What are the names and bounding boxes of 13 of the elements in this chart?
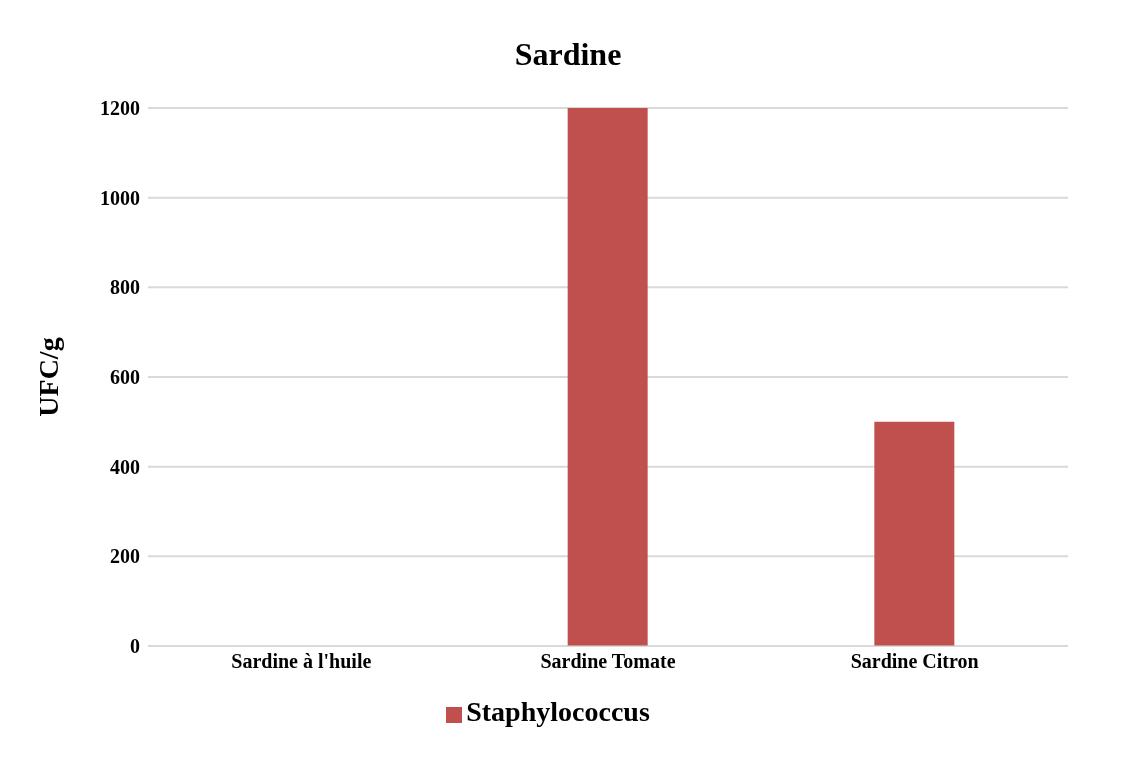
chart-title: Sardine	[513, 35, 623, 72]
y-axis-title: UFC/g	[32, 337, 64, 417]
x-tick-label: Sardine Citron	[850, 650, 979, 673]
y-tick-label: 0	[130, 635, 140, 658]
y-tick-label: 800	[110, 276, 140, 299]
y-tick-label: 400	[110, 455, 140, 478]
y-tick-label: 200	[110, 545, 140, 568]
y-tick-label: 600	[110, 366, 140, 389]
y-tick-label: 1000	[100, 186, 140, 209]
y-tick-label: 1200	[100, 97, 140, 120]
x-tick-label: Sardine Tomate	[540, 650, 676, 673]
x-tick-label: Sardine à l'huile	[231, 650, 372, 673]
legend-label: Staphylococcus	[466, 696, 650, 727]
